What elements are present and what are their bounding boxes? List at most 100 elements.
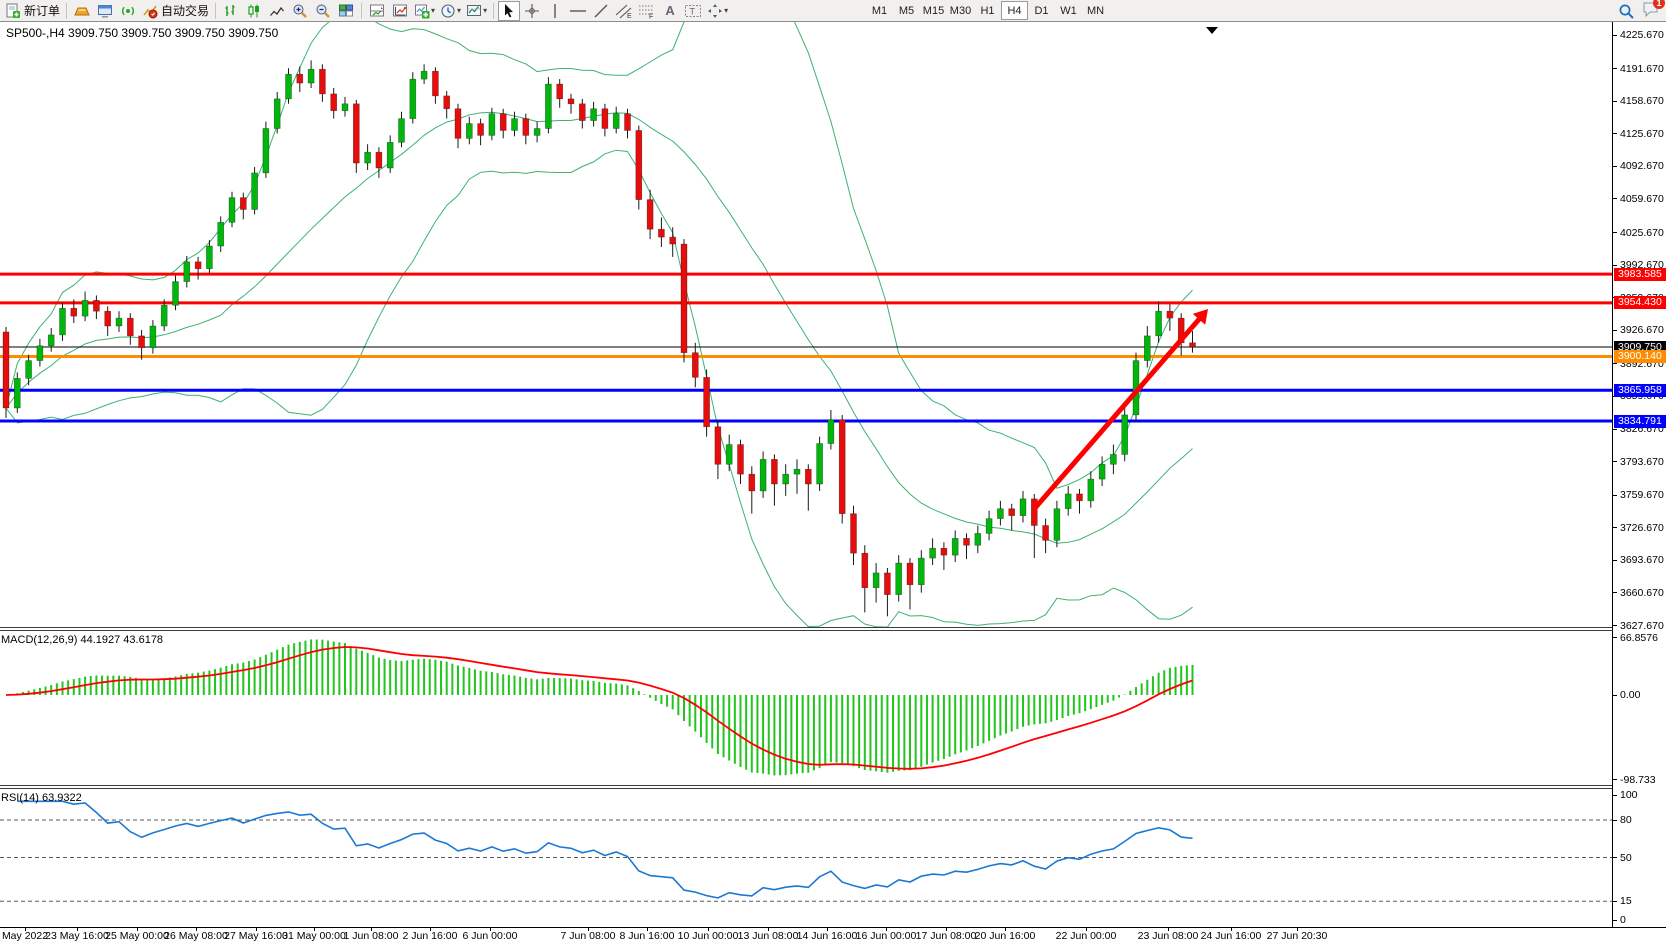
market-watch-button[interactable] <box>71 1 93 21</box>
tile-windows-button[interactable] <box>335 1 357 21</box>
timeframe-button-H4[interactable]: H4 <box>1001 1 1028 20</box>
price-line-label-3983.585: 3983.585 <box>1614 267 1666 281</box>
timeframe-button-W1[interactable]: W1 <box>1060 4 1077 17</box>
timeframe-button-M5[interactable]: M5 <box>898 4 915 17</box>
trend-arrow-line[interactable] <box>1033 314 1204 510</box>
rsi-line[interactable] <box>17 800 1193 899</box>
candle-down <box>1008 508 1016 516</box>
price-tick-label: 3926.670 <box>1620 324 1664 337</box>
candle-down <box>624 113 631 131</box>
rsi-tick-label: 100 <box>1620 789 1638 801</box>
rsi-tick-mark <box>1613 794 1617 796</box>
arrows-tool-button[interactable]: ▾ <box>705 1 730 21</box>
price-chart-canvas[interactable] <box>0 22 1612 627</box>
template-button[interactable]: ▾ <box>464 1 489 21</box>
candle-down <box>1076 493 1083 502</box>
signal-icon <box>122 6 135 15</box>
candle-down <box>691 352 699 378</box>
search-icon[interactable] <box>1618 3 1635 20</box>
time-axis-label: May 2022 <box>1 930 49 942</box>
rsi-tick-mark <box>1613 857 1617 858</box>
bollinger-upper-band[interactable] <box>5 22 1193 489</box>
candle-up <box>149 325 157 349</box>
fibonacci-icon: F <box>639 5 653 19</box>
bollinger-lower-band[interactable] <box>5 149 1193 627</box>
macd-tick-mark <box>1613 637 1617 638</box>
time-tick-mark <box>256 927 257 931</box>
time-axis[interactable]: May 2022 23 May 16:00 25 May 00:00 26 May 0… <box>0 927 1666 944</box>
timeframe-button-H1[interactable]: H1 <box>980 4 995 17</box>
notifications-button[interactable]: 1 <box>1642 0 1665 22</box>
crosshair-tool-button[interactable] <box>521 1 543 21</box>
timeframe-button-M15[interactable]: M15 <box>922 4 945 17</box>
bollinger-middle-band[interactable] <box>5 111 1193 544</box>
new-order-button[interactable]: 新订单 <box>3 1 62 21</box>
macd-tick-mark <box>1613 779 1617 781</box>
text-label-tool-button[interactable]: T <box>682 1 704 21</box>
candle-up <box>997 508 1004 519</box>
macd-signal-line[interactable] <box>5 646 1193 770</box>
timeframe-button-M1[interactable]: M1 <box>871 4 888 17</box>
chart-shift-marker-icon[interactable] <box>1206 27 1218 34</box>
time-tick-mark <box>314 927 315 931</box>
candle-up <box>398 118 405 143</box>
cursor-icon <box>505 4 514 18</box>
add-chart-button[interactable]: ▾ <box>412 1 437 21</box>
candle-down <box>477 123 484 136</box>
time-tick-mark <box>946 927 947 931</box>
price-axis[interactable]: 4225.670 4191.670 4158.670 4125.670 4092.670… <box>1612 22 1666 927</box>
trendline-tool-button[interactable] <box>590 1 612 21</box>
time-axis-label: 16 Jun 00:00 <box>855 930 917 942</box>
time-axis-label: 25 May 00:00 <box>105 930 169 942</box>
candle-up <box>895 562 903 595</box>
fibonacci-tool-button[interactable]: F <box>636 1 658 21</box>
rsi-panel-canvas[interactable] <box>0 789 1612 927</box>
auto-trading-label: 自动交易 <box>161 4 210 18</box>
text-tool-button[interactable]: A <box>659 1 681 21</box>
line-chart-mode-button[interactable] <box>266 1 288 21</box>
time-axis-label: 20 Jun 16:00 <box>974 930 1036 942</box>
signal-button[interactable] <box>117 1 139 21</box>
candle-down <box>70 307 78 317</box>
tile-windows-icon <box>339 4 354 16</box>
new-indicator-window-button[interactable] <box>366 1 388 21</box>
macd-panel-canvas[interactable] <box>0 631 1612 785</box>
candle-down <box>838 419 846 514</box>
candle-down <box>906 562 914 586</box>
price-tick-mark <box>1613 264 1617 266</box>
candle-up <box>917 557 925 586</box>
indicator-list-button[interactable] <box>389 1 411 21</box>
cursor-tool-button[interactable] <box>498 0 521 21</box>
chart-macd-splitter[interactable] <box>0 627 1666 631</box>
terminal-button[interactable] <box>94 1 116 21</box>
price-line-label-3865.958: 3865.958 <box>1614 383 1666 397</box>
rsi-tick-label: 50 <box>1620 851 1632 864</box>
vertical-line-tool-button[interactable] <box>544 1 566 21</box>
candle-up <box>1064 493 1072 510</box>
candle-down <box>240 197 247 210</box>
horizontal-line-tool-button[interactable] <box>567 1 589 21</box>
price-tick-mark <box>1613 34 1617 36</box>
timeframe-button-MN[interactable]: MN <box>1086 4 1105 17</box>
candle-down <box>330 93 338 112</box>
timeframe-button-M30[interactable]: M30 <box>949 4 972 17</box>
dropdown-caret: ▾ <box>431 6 436 15</box>
period-button[interactable]: ▾ <box>438 1 463 21</box>
zoom-out-button[interactable] <box>312 1 334 21</box>
clock-icon <box>441 4 455 17</box>
zoom-in-button[interactable] <box>289 1 311 21</box>
time-axis-label: 14 Jun 16:00 <box>796 930 858 942</box>
candle-up <box>872 572 880 589</box>
price-tick-label: 4158.670 <box>1620 95 1664 108</box>
rsi-tick-mark <box>1613 819 1617 821</box>
bar-chart-mode-button[interactable] <box>220 1 242 21</box>
auto-trading-button[interactable]: 自动交易 <box>140 1 211 21</box>
macd-rsi-splitter[interactable] <box>0 785 1666 789</box>
channel-letter: E <box>627 13 632 19</box>
fibonacci-letter: F <box>649 13 653 19</box>
candlestick-mode-button[interactable] <box>243 1 265 21</box>
channel-tool-button[interactable]: E <box>613 1 635 21</box>
timeframe-button-D1[interactable]: D1 <box>1034 4 1049 17</box>
time-tick-mark <box>1086 927 1087 931</box>
